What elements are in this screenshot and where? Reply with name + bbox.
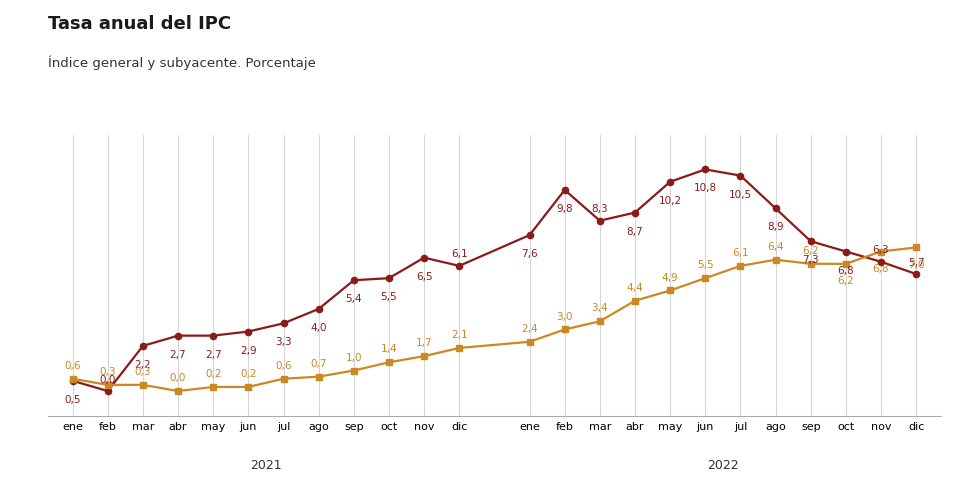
Text: 8,9: 8,9 <box>767 222 784 232</box>
Text: 6,2: 6,2 <box>837 276 854 286</box>
Text: 0,5: 0,5 <box>64 394 81 404</box>
Text: 10,8: 10,8 <box>694 183 717 193</box>
Text: 5,4: 5,4 <box>346 294 362 304</box>
Text: 6,3: 6,3 <box>873 245 889 255</box>
Text: 1,7: 1,7 <box>416 338 432 348</box>
Text: 0,3: 0,3 <box>134 366 151 376</box>
Text: Índice general y subyacente. Porcentaje: Índice general y subyacente. Porcentaje <box>48 55 316 70</box>
Text: 3,3: 3,3 <box>276 337 292 347</box>
Text: 0,0: 0,0 <box>170 372 186 382</box>
Text: 4,4: 4,4 <box>627 282 643 292</box>
Text: 6,1: 6,1 <box>451 249 468 259</box>
Text: 2,7: 2,7 <box>170 349 186 359</box>
Text: 6,5: 6,5 <box>416 271 432 281</box>
Text: 2,9: 2,9 <box>240 345 256 355</box>
Text: 5,5: 5,5 <box>380 292 397 302</box>
Text: 3,0: 3,0 <box>557 311 573 321</box>
Text: 2,2: 2,2 <box>134 359 152 369</box>
Text: Tasa anual del IPC: Tasa anual del IPC <box>48 15 231 33</box>
Text: 4,9: 4,9 <box>661 272 679 282</box>
Text: 2021: 2021 <box>251 458 281 471</box>
Text: 8,3: 8,3 <box>591 204 609 214</box>
Text: 10,2: 10,2 <box>659 195 682 205</box>
Text: 0,2: 0,2 <box>204 368 222 378</box>
Text: 7,6: 7,6 <box>521 248 538 259</box>
Text: 5,7: 5,7 <box>908 257 924 267</box>
Text: 0,7: 0,7 <box>310 358 327 368</box>
Text: 2,1: 2,1 <box>451 329 468 339</box>
Text: 3,4: 3,4 <box>591 303 609 313</box>
Text: 6,4: 6,4 <box>767 241 784 252</box>
Text: 4,0: 4,0 <box>310 322 327 332</box>
Text: 0,3: 0,3 <box>100 366 116 376</box>
Text: 6,8: 6,8 <box>873 264 889 274</box>
Text: 0,2: 0,2 <box>240 368 256 378</box>
Text: 6,8: 6,8 <box>837 265 854 275</box>
Text: 2,7: 2,7 <box>204 349 222 359</box>
Text: 0,6: 0,6 <box>276 360 292 370</box>
Text: 7,3: 7,3 <box>803 255 819 265</box>
Text: 6,1: 6,1 <box>732 247 749 258</box>
Text: 9,8: 9,8 <box>557 203 573 213</box>
Text: 1,0: 1,0 <box>346 352 362 362</box>
Text: 0,6: 0,6 <box>64 360 81 370</box>
Text: 2,4: 2,4 <box>521 323 538 333</box>
Text: 2022: 2022 <box>708 458 738 471</box>
Text: 10,5: 10,5 <box>729 189 752 199</box>
Text: 0,0: 0,0 <box>100 374 116 384</box>
Text: 7,0: 7,0 <box>908 260 924 270</box>
Text: 6,2: 6,2 <box>803 245 819 256</box>
Text: 1,4: 1,4 <box>380 344 397 354</box>
Text: 5,5: 5,5 <box>697 260 713 270</box>
Text: 8,7: 8,7 <box>627 226 643 236</box>
